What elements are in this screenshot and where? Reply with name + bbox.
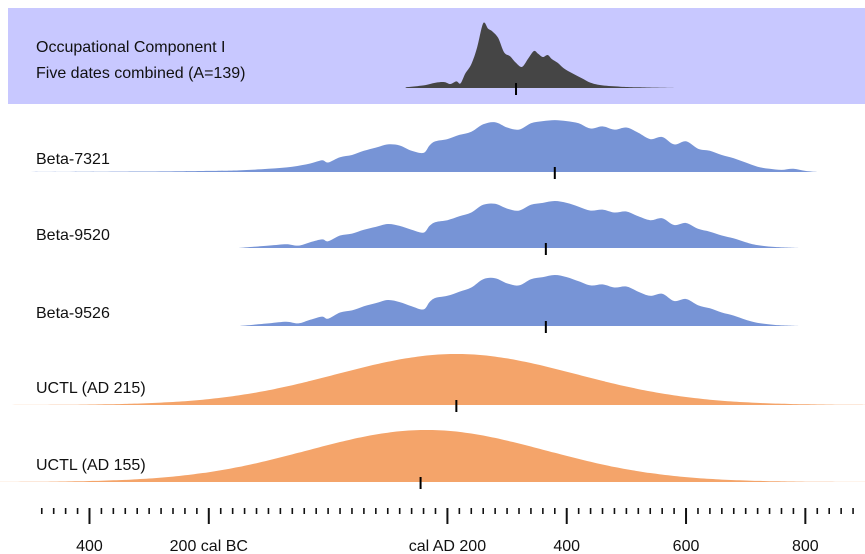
axis-tick-label: 400	[76, 538, 103, 554]
beta-7321-area	[0, 120, 818, 172]
combined-band-background	[8, 8, 865, 104]
axis-tick-label: 200 cal BC	[170, 538, 248, 554]
distribution-beta-7321	[0, 120, 818, 179]
combined-label-line-2: Five dates combined (A=139)	[36, 65, 245, 82]
label-beta-9526: Beta-9526	[36, 305, 110, 322]
axis-tick-label: 800	[792, 538, 819, 554]
beta-9520-area	[238, 201, 800, 248]
uctl-ad-155-area	[0, 430, 865, 482]
combined-distribution	[405, 22, 675, 95]
distribution-uctl-ad-155	[0, 430, 865, 489]
label-beta-9520: Beta-9520	[36, 227, 110, 244]
time-axis: 400 200 cal BC cal AD 200 400 600 800	[40, 508, 854, 554]
combined-area	[405, 22, 675, 88]
combined-label-line-1: Occupational Component I	[36, 39, 225, 56]
label-uctl-ad-155: UCTL (AD 155)	[36, 457, 146, 474]
distribution-beta-9526	[238, 275, 800, 333]
uctl-ad-215-area	[0, 354, 865, 405]
axis-tick-label: cal AD 200	[409, 538, 486, 554]
axis-tick-label: 400	[553, 538, 580, 554]
label-uctl-ad-215: UCTL (AD 215)	[36, 380, 146, 397]
label-beta-7321: Beta-7321	[36, 151, 110, 168]
beta-9526-area	[238, 275, 800, 326]
axis-tick-label: 600	[673, 538, 700, 554]
distribution-uctl-ad-215	[0, 354, 865, 412]
distribution-beta-9520	[238, 201, 800, 255]
